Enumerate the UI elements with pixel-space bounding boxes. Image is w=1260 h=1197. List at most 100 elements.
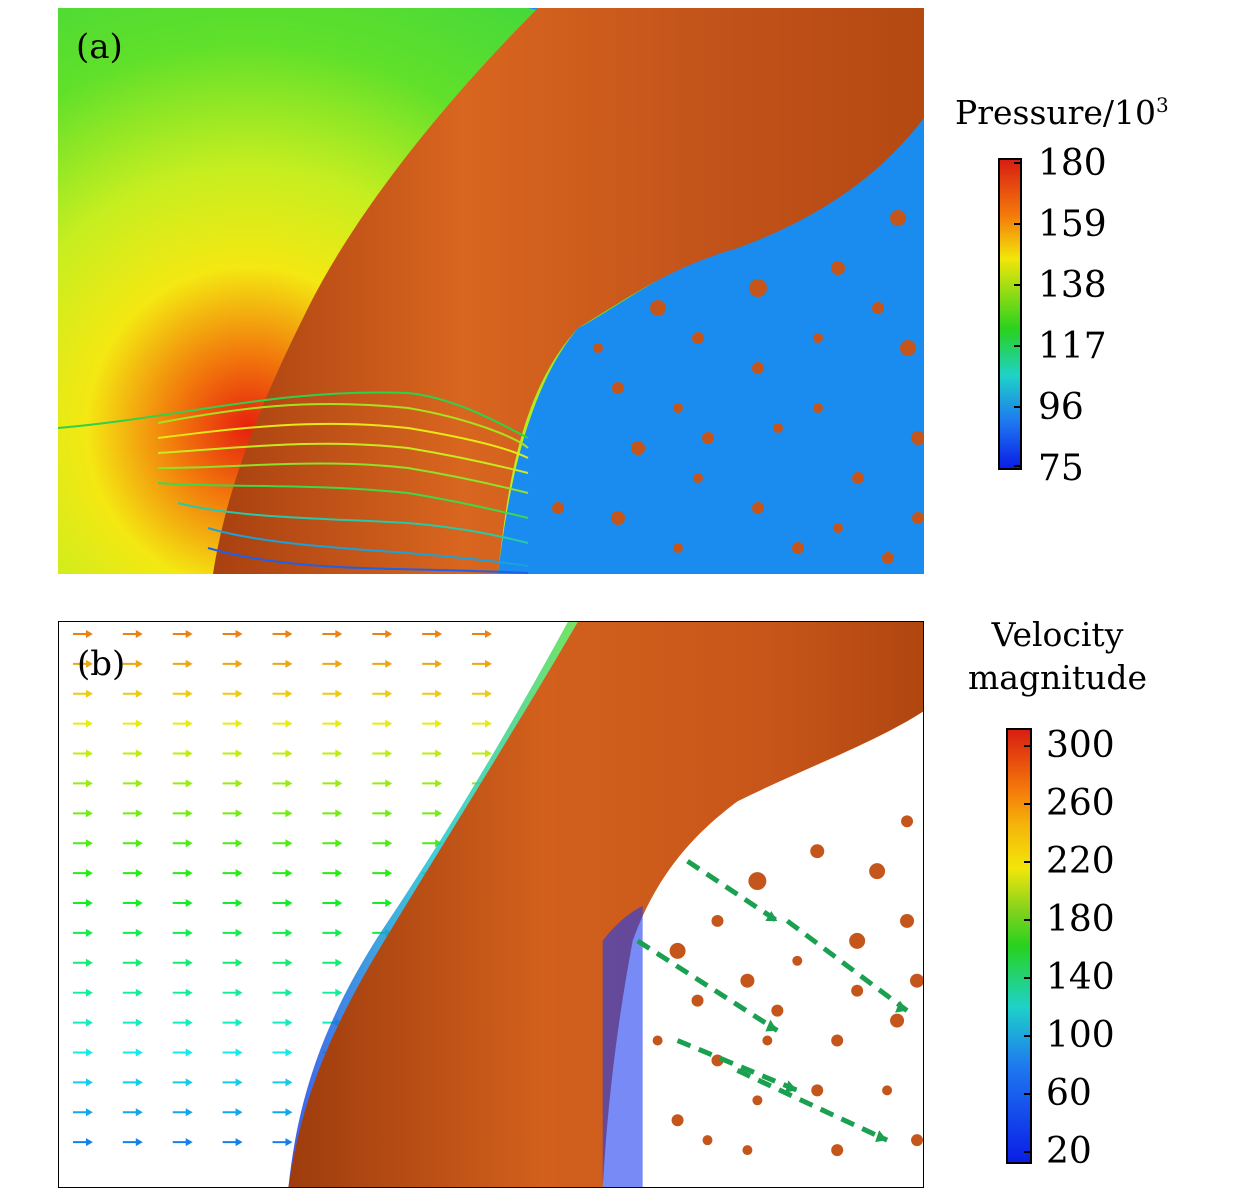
velocity-vector-head [285,629,293,638]
velocity-vector-head [135,749,143,758]
velocity-vector-head [135,899,143,907]
velocity-vector-head [85,689,93,698]
liquid-jet-surface [288,622,923,1187]
pressure-tick-label: 75 [1038,448,1084,489]
velocity-vector-head [285,928,293,937]
velocity-tick-label: 260 [1046,783,1115,824]
velocity-vector-head [335,749,343,758]
velocity-vector-head [285,988,293,997]
velocity-colorbar-title-line1: Velocity [991,615,1124,654]
pressure-colorbar-exponent: 3 [1156,93,1169,117]
velocity-vector-head [285,1138,293,1147]
pressure-tickmark [1014,465,1022,467]
pressure-tickmark [1014,284,1022,286]
velocity-vector-head [185,1018,193,1027]
velocity-vector-head [135,1048,143,1057]
velocity-vector-head [135,719,143,728]
velocity-vector-head [435,689,443,698]
velocity-tickmark [1024,919,1032,921]
velocity-vector-head [85,629,93,638]
velocity-vector-head [185,659,193,668]
velocity-vector-head [485,629,492,638]
velocity-vector-head [135,689,143,698]
velocity-vector-head [85,839,93,848]
velocity-vector-head [235,1108,243,1117]
velocity-vector-head [385,899,393,907]
velocity-vector-head [235,869,243,878]
velocity-vector-head [335,629,343,638]
velocity-tickmark [1024,1035,1032,1037]
velocity-vector-head [485,689,492,698]
velocity-vector-head [435,809,443,818]
velocity-vector-head [185,839,193,848]
velocity-vector-head [135,839,143,848]
droplets [652,815,923,1157]
velocity-vector-head [435,779,443,788]
velocity-vector-head [185,629,193,638]
velocity-vector-head [85,1048,93,1057]
velocity-tick-label: 100 [1046,1015,1115,1056]
velocity-colorbar [1006,728,1032,1164]
velocity-field-image [72,622,923,1187]
velocity-tickmark [1024,1151,1032,1153]
velocity-tickmark [1024,803,1032,805]
pressure-tick-label: 117 [1038,326,1107,367]
velocity-tickmark [1024,977,1032,979]
velocity-vector-head [435,719,443,728]
velocity-vector-head [285,779,293,788]
velocity-vector-head [385,809,393,818]
velocity-vector-head [485,659,492,668]
velocity-vector-head [185,1108,193,1117]
velocity-vector-head [135,809,143,818]
velocity-vector-head [135,958,143,967]
liquid-jet-surface [213,8,924,574]
velocity-vector-head [235,749,243,758]
velocity-vector-head [185,869,193,878]
velocity-vector-head [335,988,343,997]
velocity-vector-head [85,809,93,818]
velocity-vector-head [85,899,93,907]
velocity-vector-head [235,1018,243,1027]
velocity-vector-head [435,629,443,638]
velocity-vector-head [85,928,93,937]
velocity-vector-head [285,659,293,668]
velocity-vector-head [85,988,93,997]
velocity-vector-head [185,749,193,758]
velocity-vector-head [235,809,243,818]
velocity-vectors [72,629,492,1147]
velocity-vector-head [435,659,443,668]
velocity-vector-head [135,779,143,788]
velocity-vector-head [135,659,143,668]
velocity-vector-head [235,629,243,638]
velocity-tickmark [1024,861,1032,863]
wake-vectors [602,905,643,1187]
velocity-tick-label: 140 [1046,957,1115,998]
velocity-vector-head [235,719,243,728]
velocity-vector-head [235,1048,243,1057]
velocity-vector-head [185,1078,193,1087]
velocity-vector-head [135,1108,143,1117]
panel-label: (b) [77,644,126,684]
velocity-vector-head [235,779,243,788]
pressure-tickmark [1014,406,1022,408]
velocity-vector-head [85,1138,93,1147]
velocity-vector-head [385,839,393,848]
velocity-vector-head [85,719,93,728]
velocity-vector-head [385,689,393,698]
velocity-tick-label: 180 [1046,899,1115,940]
velocity-vector-head [435,749,443,758]
droplets [552,210,924,564]
velocity-vector-head [335,809,343,818]
guide-arrows [636,859,909,1143]
velocity-vector-head [285,1078,293,1087]
guide-arrowheads [765,910,908,1143]
velocity-vector-head [235,958,243,967]
velocity-vector-head [135,988,143,997]
velocity-tick-label: 220 [1046,841,1115,882]
velocity-vector-head [85,958,93,967]
velocity-vector-head [285,809,293,818]
velocity-vector-head [335,719,343,728]
pressure-field-image [58,8,924,574]
velocity-vector-head [335,958,343,967]
velocity-vector-head [385,869,393,878]
